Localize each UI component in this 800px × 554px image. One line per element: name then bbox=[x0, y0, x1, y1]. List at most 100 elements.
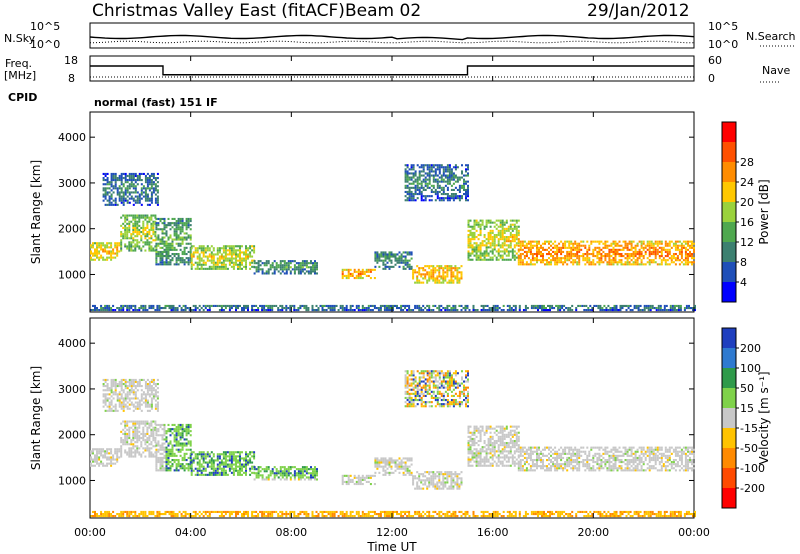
power-cell bbox=[108, 191, 111, 194]
power-cell bbox=[550, 261, 552, 264]
velocity-cell bbox=[420, 403, 423, 406]
chart-title: Christmas Valley East (fitACF) bbox=[92, 1, 345, 21]
power-cell bbox=[245, 263, 247, 266]
velocity-cell bbox=[398, 467, 401, 470]
velocity-cell bbox=[122, 443, 125, 446]
power-cell bbox=[102, 307, 105, 310]
power-cell bbox=[277, 264, 280, 267]
power-cell bbox=[434, 304, 437, 307]
velocity-cell bbox=[159, 465, 162, 468]
velocity-cell bbox=[420, 376, 423, 379]
power-cell bbox=[422, 166, 425, 169]
power-cell bbox=[650, 253, 653, 256]
power-cell bbox=[251, 261, 254, 264]
velocity-cell bbox=[179, 438, 182, 441]
velocity-cell bbox=[412, 380, 415, 383]
power-cell bbox=[175, 248, 178, 251]
velocity-cell bbox=[161, 463, 164, 466]
power-cell bbox=[430, 184, 433, 187]
power-cell bbox=[144, 199, 147, 202]
power-cell bbox=[110, 309, 113, 312]
power-cell bbox=[96, 307, 98, 310]
power-cell bbox=[281, 270, 284, 273]
velocity-cell bbox=[165, 454, 168, 457]
power-cell bbox=[293, 270, 296, 273]
velocity-cell bbox=[438, 487, 441, 490]
power-cell bbox=[458, 271, 461, 274]
velocity-cell bbox=[382, 465, 385, 468]
power-cell bbox=[680, 244, 683, 247]
power-cell bbox=[138, 224, 141, 227]
power-cell bbox=[285, 304, 288, 307]
velocity-cell bbox=[289, 472, 292, 475]
power-cell bbox=[655, 309, 658, 312]
power-cell bbox=[130, 185, 133, 188]
power-cell bbox=[190, 263, 193, 266]
power-cell bbox=[128, 241, 131, 244]
velocity-cell bbox=[305, 470, 308, 473]
power-cell bbox=[582, 255, 585, 258]
power-cell bbox=[132, 187, 135, 190]
power-cell bbox=[249, 247, 252, 250]
power-cell bbox=[454, 166, 457, 169]
power-cell bbox=[363, 270, 366, 273]
power-cell bbox=[106, 177, 109, 180]
power-cell bbox=[162, 307, 165, 310]
power-cell bbox=[540, 253, 542, 256]
power-cell bbox=[632, 263, 635, 266]
power-cell bbox=[130, 195, 133, 198]
velocity-cell bbox=[408, 459, 411, 462]
power-cell bbox=[122, 191, 125, 194]
power-cell bbox=[503, 240, 506, 243]
power-cell bbox=[422, 195, 425, 198]
power-cell bbox=[190, 265, 193, 268]
power-cell bbox=[636, 257, 639, 260]
power-cell bbox=[192, 255, 195, 258]
power-cell bbox=[568, 246, 571, 249]
power-cell bbox=[150, 193, 153, 196]
power-cell bbox=[243, 257, 245, 260]
velocity-cell bbox=[283, 468, 286, 471]
power-cell bbox=[598, 261, 601, 264]
power-cell bbox=[548, 253, 550, 256]
power-cell bbox=[550, 244, 552, 247]
power-cell bbox=[128, 309, 131, 312]
power-cell bbox=[448, 172, 451, 175]
velocity-cell bbox=[436, 487, 439, 490]
power-cell bbox=[275, 268, 278, 271]
velocity-cell bbox=[183, 438, 186, 441]
velocity-cell bbox=[390, 461, 393, 464]
velocity-cell bbox=[222, 455, 225, 458]
velocity-cell bbox=[163, 456, 166, 459]
power-cell bbox=[181, 238, 184, 241]
velocity-cell bbox=[434, 477, 437, 480]
power-cell bbox=[150, 224, 153, 227]
velocity-cell bbox=[177, 463, 180, 466]
power-cell bbox=[299, 307, 302, 310]
velocity-cell bbox=[438, 471, 441, 474]
power-cell bbox=[281, 268, 284, 271]
power-cell bbox=[173, 217, 176, 220]
power-cell bbox=[452, 279, 455, 282]
power-cell bbox=[452, 273, 455, 276]
velocity-cell bbox=[198, 461, 201, 464]
power-cell bbox=[281, 260, 284, 263]
power-cell bbox=[144, 307, 147, 310]
power-cell bbox=[477, 250, 480, 253]
power-cell bbox=[301, 266, 304, 269]
velocity-cell bbox=[355, 480, 358, 483]
power-cell bbox=[511, 234, 514, 237]
velocity-cell bbox=[140, 420, 143, 423]
velocity-cell bbox=[171, 446, 174, 449]
power-cell bbox=[220, 309, 223, 312]
power-cell bbox=[448, 269, 451, 272]
power-cell bbox=[299, 304, 302, 307]
velocity-cell bbox=[281, 472, 284, 475]
power-cell bbox=[448, 164, 451, 167]
power-cell bbox=[106, 256, 109, 259]
velocity-cell bbox=[312, 474, 314, 477]
power-cell bbox=[390, 253, 393, 256]
power-cell bbox=[444, 193, 447, 196]
velocity-cell bbox=[157, 440, 160, 443]
velocity-cell bbox=[194, 457, 197, 460]
